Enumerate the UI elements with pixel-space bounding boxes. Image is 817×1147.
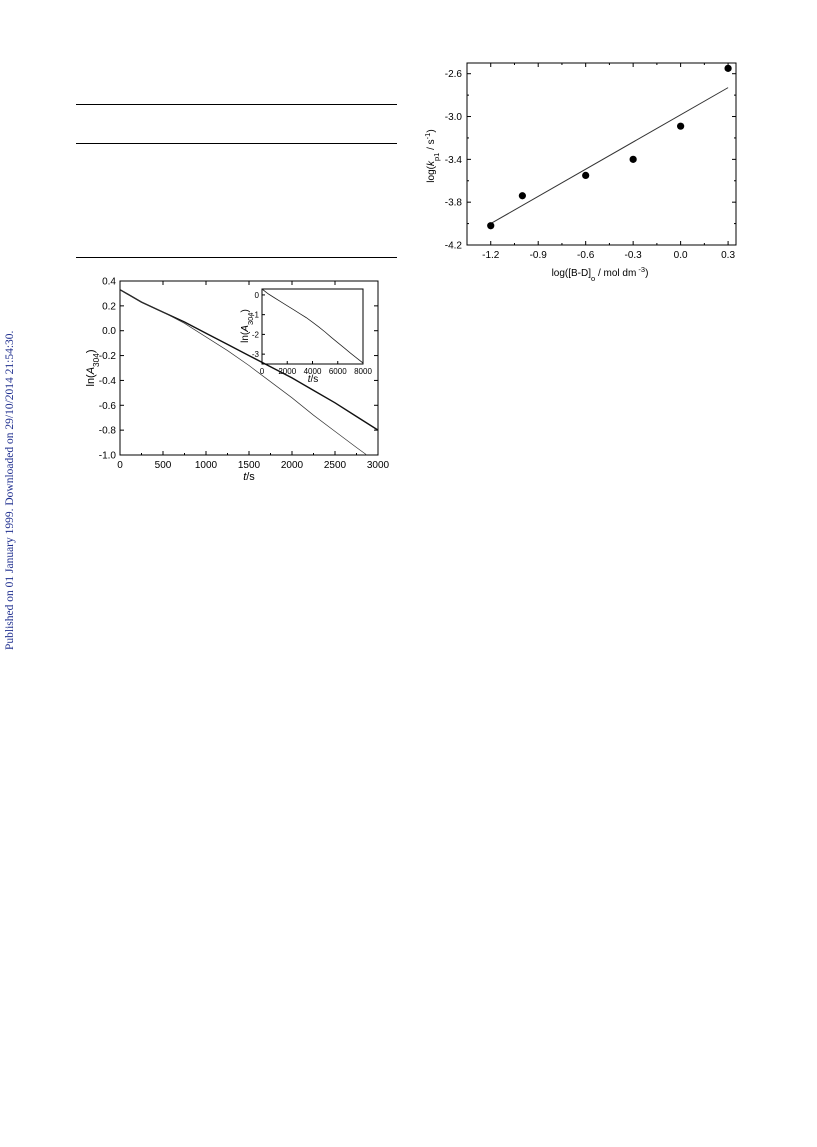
inset-x-tick-label: 2000 [278, 367, 296, 376]
figA-y-axis-label: ln(A304) [85, 349, 101, 386]
figB-y-axis-label: log(kp1 / s-1) [423, 129, 441, 182]
inset-x-tick-label: 4000 [304, 367, 322, 376]
figA-x-tick-label: 0 [117, 460, 123, 471]
inset-x-tick-label: 8000 [354, 367, 372, 376]
figB-data-point [487, 222, 495, 230]
figA-series-fit-line [119, 289, 368, 456]
figA-y-tick-label: -0.4 [99, 376, 117, 387]
figA-y-tick-label: -1.0 [99, 451, 117, 462]
table-bottom-rule [76, 257, 397, 258]
figB-y-tick-label: -3.0 [445, 112, 463, 123]
table-top-rule [76, 104, 397, 105]
figA-y-tick-label: -0.6 [99, 401, 117, 412]
figA-y-tick-label: 0.2 [102, 301, 116, 312]
figB-x-tick-label: -0.6 [577, 250, 595, 261]
download-notice: Published on 01 January 1999. Downloaded… [4, 331, 24, 950]
figB-y-tick-label: -4.2 [445, 241, 463, 252]
figB-x-tick-label: -0.3 [625, 250, 643, 261]
figA-x-tick-label: 500 [155, 460, 172, 471]
figA-y-tick-label: 0.0 [102, 326, 116, 337]
rate-constant-chart: -1.2 -0.9 -0.6 -0.3 0.0 0.3 -2.6 -3.0 -3.4 -3.8 -4… [423, 62, 737, 283]
figB-data-point [582, 171, 590, 180]
figA-y-tick-label: -0.8 [99, 426, 117, 437]
inset-y-tick-label: -1 [252, 311, 260, 320]
figA-y-tick-label: -0.2 [99, 351, 117, 362]
figB-fit-line [490, 87, 729, 225]
download-notice-text: Published on 01 January 1999. Downloaded… [4, 330, 16, 650]
inset-y-tick-label: -2 [252, 330, 260, 339]
figB-x-axis-label: log([B-D]o / mol dm -3) [552, 265, 649, 283]
inset-series-curve [261, 288, 364, 364]
figB-y-tick-label: -2.6 [445, 69, 463, 80]
inset-x-axis-label: t/s [308, 374, 319, 385]
figB-data-point [677, 122, 685, 130]
figA-y-tick-label: 0.4 [102, 277, 116, 288]
figA-x-axis-label: t/s [243, 471, 255, 483]
figA-x-tick-label: 1000 [195, 460, 218, 471]
inset-x-tick-label: 6000 [329, 367, 347, 376]
inset-chart: 0 2000 4000 6000 8000 0 -1 -2 -3 t/s ln(A304) [240, 288, 372, 385]
inset-y-tick-label: 0 [255, 291, 260, 300]
figB-x-tick-label: -1.2 [482, 250, 500, 261]
figA-x-tick-label: 1500 [238, 460, 261, 471]
figA-x-tick-label: 2000 [281, 460, 304, 471]
figB-data-point [724, 64, 732, 72]
inset-plot-frame [261, 288, 364, 365]
figB-y-tick-label: -3.4 [445, 155, 463, 166]
figA-x-tick-label: 2500 [324, 460, 347, 471]
figB-x-tick-label: 0.3 [721, 250, 735, 261]
figB-data-point [629, 155, 637, 163]
table-header-rule [76, 143, 397, 144]
figB-y-tick-label: -3.8 [445, 198, 463, 209]
absorbance-decay-chart: 0 500 1000 1500 2000 2500 3000 0.4 0.2 0.0 -0.2 -0.… [85, 277, 390, 484]
figB-x-tick-label: -0.9 [530, 250, 548, 261]
inset-y-axis-label: ln(A304) [240, 309, 255, 343]
inset-y-tick-label: -3 [252, 350, 260, 359]
figB-x-tick-label: 0.0 [674, 250, 688, 261]
figB-plot-frame [466, 62, 737, 246]
figB-data-point [518, 192, 526, 200]
figA-x-tick-label: 3000 [367, 460, 390, 471]
inset-x-tick-label: 0 [260, 367, 265, 376]
